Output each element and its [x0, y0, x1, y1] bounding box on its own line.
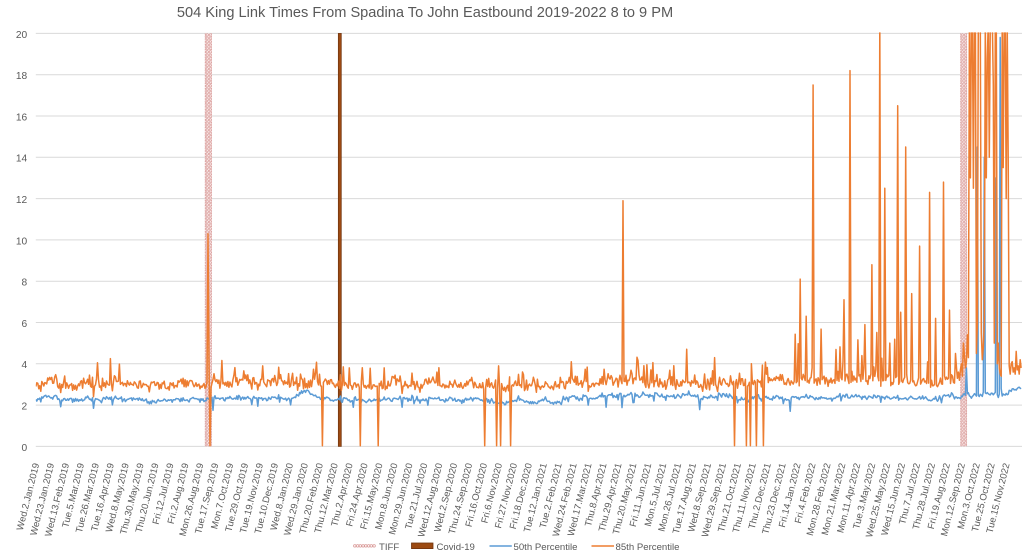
svg-text:14: 14 — [16, 154, 28, 165]
svg-text:50th Percentile: 50th Percentile — [514, 542, 578, 553]
svg-text:0: 0 — [22, 443, 28, 454]
svg-text:TIFF: TIFF — [379, 542, 399, 553]
svg-text:504 King Link Times From Spadi: 504 King Link Times From Spadina To John… — [177, 5, 673, 21]
svg-text:2: 2 — [22, 402, 28, 413]
svg-text:6: 6 — [22, 319, 28, 330]
svg-text:4: 4 — [22, 360, 28, 371]
svg-text:8: 8 — [22, 278, 28, 289]
svg-text:18: 18 — [16, 71, 28, 82]
svg-text:10: 10 — [16, 236, 28, 247]
svg-text:Covid-19: Covid-19 — [437, 542, 475, 553]
svg-text:85th Percentile: 85th Percentile — [616, 542, 680, 553]
svg-text:12: 12 — [16, 195, 28, 206]
svg-text:16: 16 — [16, 112, 28, 123]
svg-text:20: 20 — [16, 30, 28, 41]
